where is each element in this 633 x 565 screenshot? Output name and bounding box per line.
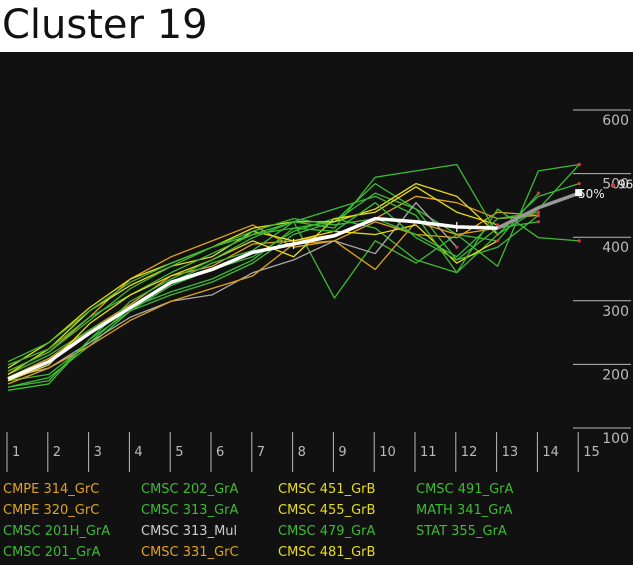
y-tick-label: 400 [602, 240, 629, 256]
legend-entry: CMSC 491_GrA [416, 482, 514, 497]
x-tick-label: 11 [420, 445, 437, 460]
series-end-point [536, 191, 541, 195]
legend-entry: CMSC 455_GrB [278, 503, 376, 518]
legend-entry: CMSC 481_GrB [278, 545, 376, 560]
x-tick-label: 1 [12, 445, 20, 460]
series-end-point [577, 239, 581, 243]
end-point-marker [610, 183, 616, 188]
x-tick-label: 12 [461, 445, 478, 460]
mean-end-marker [575, 189, 583, 197]
mean-line-forecast [496, 191, 580, 230]
legend-entry: CMPE 320_GrC [3, 503, 100, 518]
series-line [7, 182, 499, 369]
x-tick-label: 7 [257, 445, 265, 460]
series-end-point [496, 239, 500, 243]
series-line [7, 163, 580, 382]
x-tick-label: 14 [542, 445, 559, 460]
x-tick-label: 8 [298, 445, 306, 460]
series-line [7, 195, 580, 388]
x-tick-label: 13 [502, 445, 519, 460]
legend-entry: STAT 355_GrA [416, 524, 507, 539]
series-end-point [536, 210, 541, 214]
y-tick-label: 300 [602, 304, 629, 320]
end-percent-label: 50% [578, 187, 605, 201]
legend-entry: MATH 341_GrA [416, 503, 513, 518]
x-tick-label: 15 [583, 445, 600, 460]
series-end-point [577, 182, 581, 186]
series-line [7, 202, 539, 363]
x-tick-label: 6 [216, 445, 224, 460]
mean-cross-marker [451, 221, 462, 232]
x-tick-label: 10 [379, 445, 396, 460]
series-line [7, 211, 539, 372]
legend-entry: CMSC 313_GrA [141, 503, 239, 518]
y-tick-label: 200 [602, 367, 629, 383]
legend-entry: CMPE 314_GrC [3, 482, 100, 497]
legend-entry: CMSC 331_GrC [141, 545, 239, 560]
x-tick-label: 4 [134, 445, 142, 460]
chart-title: Cluster 19 [2, 2, 208, 48]
series-line [7, 164, 580, 388]
legend-entry: CMSC 202_GrA [141, 482, 239, 497]
y-tick-label: 100 [602, 431, 629, 447]
legend-entry: CMSC 479_GrA [278, 524, 376, 539]
series-end-point [496, 223, 500, 227]
mean-line [7, 216, 498, 381]
series-end-point [455, 245, 459, 249]
series-line [7, 182, 539, 391]
series-line [7, 202, 458, 379]
series-end-point [577, 162, 581, 167]
legend-entry: CMSC 201_GrA [3, 545, 101, 560]
series-end-point [536, 220, 541, 224]
x-tick-label: 2 [53, 445, 61, 460]
series-line [7, 195, 539, 379]
x-tick-label: 3 [94, 445, 102, 460]
legend-entry: CMSC 313_Mul [141, 524, 238, 539]
y-tick-label: 500 [602, 177, 629, 193]
series-end-point [536, 213, 541, 217]
y-tick-label: 600 [602, 113, 629, 129]
x-tick-label: 5 [175, 445, 183, 460]
legend-entry: CMSC 201H_GrA [3, 524, 111, 539]
series-line [7, 221, 498, 385]
legend-entry: CMSC 451_GrB [278, 482, 376, 497]
x-tick-label: 9 [338, 445, 346, 460]
series-line [7, 186, 498, 382]
end-value-label: 96 [618, 178, 633, 192]
mean-cross-marker [288, 239, 299, 250]
